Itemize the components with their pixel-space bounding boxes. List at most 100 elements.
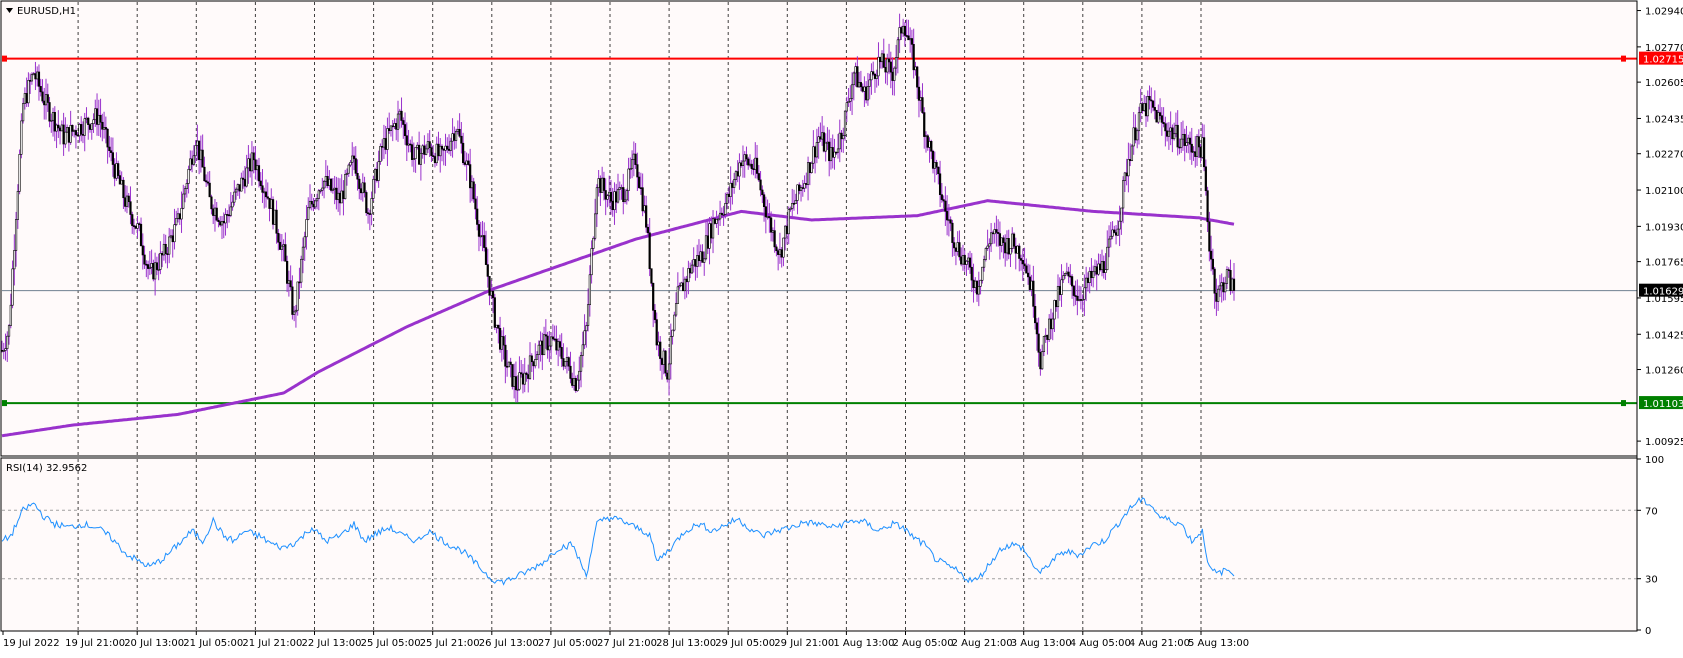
candle	[988, 238, 991, 260]
candle	[616, 173, 620, 204]
candle	[122, 177, 125, 209]
candle	[849, 85, 852, 111]
candle-body-up	[578, 370, 581, 381]
candle	[560, 333, 563, 368]
candle	[412, 142, 415, 173]
candle-body-down	[498, 327, 502, 350]
candle-body-up	[136, 223, 139, 229]
candle-body-up	[1109, 235, 1112, 240]
candle	[794, 193, 797, 204]
candle	[558, 334, 562, 357]
candle	[1137, 106, 1141, 145]
candle	[916, 65, 919, 100]
candle-body-up	[836, 148, 840, 153]
candle-body-up	[1083, 287, 1086, 300]
time-axis[interactable]: 19 Jul 2022 19 Jul 21:00 20 Jul 13:00 21 Ju…	[2, 631, 1249, 649]
candle-body-down	[474, 198, 477, 210]
candle	[1062, 271, 1065, 283]
candle	[659, 336, 662, 371]
candle-body-down	[879, 56, 882, 63]
candle-body-down	[1007, 238, 1010, 255]
candle-body-down	[942, 199, 945, 202]
candle-body-down	[764, 206, 767, 218]
candle	[1160, 107, 1163, 136]
candle-body-down	[694, 259, 697, 267]
candle-body-up	[303, 236, 306, 248]
candle	[690, 260, 694, 275]
candle	[1153, 90, 1156, 120]
candle-body-down	[1023, 263, 1026, 267]
candle-body-down	[808, 162, 811, 173]
candle	[894, 44, 898, 76]
candle-body-down	[291, 286, 294, 315]
candle-body-down	[648, 232, 651, 269]
rsi-panel[interactable]	[0, 457, 1638, 632]
candle	[1076, 279, 1079, 316]
candle	[625, 188, 628, 205]
candle	[139, 217, 143, 247]
candle-body-down	[58, 127, 62, 132]
candle	[990, 223, 993, 253]
candle	[750, 159, 753, 175]
candle	[870, 63, 873, 95]
candle	[18, 149, 21, 195]
candle-body-up	[11, 268, 14, 306]
candle-body-down	[650, 268, 653, 284]
candle	[803, 175, 806, 193]
resistance-handle-right[interactable]	[1621, 55, 1626, 62]
candle	[953, 237, 956, 256]
support-handle[interactable]	[2, 400, 7, 407]
candle-body-up	[539, 340, 542, 346]
rsi-axis[interactable]: 100 70 30 0	[1637, 455, 1664, 637]
candle	[1113, 225, 1116, 234]
candle-body-up	[439, 145, 442, 157]
candle	[824, 133, 827, 162]
candle-body-up	[585, 325, 588, 332]
candle	[4, 333, 7, 361]
candlestick-layer	[0, 13, 1236, 403]
candle-body-up	[308, 200, 312, 208]
candle-body-up	[322, 180, 326, 189]
candle	[942, 195, 945, 209]
candle-body-down	[215, 207, 218, 221]
candle-body-down	[660, 358, 664, 365]
candle-body-down	[354, 158, 357, 174]
time-tick-label: 27 Jul 21:00	[597, 638, 657, 649]
candle-body-up	[1167, 130, 1170, 137]
candle	[146, 260, 150, 280]
candle-body-down	[432, 155, 435, 157]
candle-body-down	[1197, 136, 1200, 148]
candle	[271, 196, 275, 230]
candle	[546, 331, 549, 359]
support-handle-right[interactable]	[1621, 400, 1626, 407]
candle-body-up	[1016, 245, 1019, 254]
candle	[717, 214, 720, 235]
candle	[183, 186, 187, 203]
price-axis[interactable]: 1.02940 1.02770 1.02605 1.02435 1.02270 1.021…	[1636, 1, 1683, 631]
candle-body-down	[872, 71, 875, 75]
candle-body-up	[162, 243, 166, 256]
candle-body-up	[849, 98, 852, 102]
candle-body-down	[998, 233, 1002, 246]
main-chart-panel[interactable]	[0, 0, 1638, 457]
rsi-tick-label: 100	[1645, 455, 1664, 466]
candle-body-up	[842, 135, 845, 140]
candle	[535, 351, 539, 360]
resistance-handle[interactable]	[2, 55, 7, 62]
candle-body-up	[296, 281, 299, 311]
candle-body-down	[541, 340, 544, 356]
candle-body-up	[337, 192, 340, 200]
candle-body-down	[155, 262, 158, 270]
candle-body-down	[682, 282, 685, 292]
candle-body-down	[759, 179, 762, 191]
candle-body-down	[701, 251, 704, 263]
candle-body-down	[127, 195, 130, 202]
candle	[74, 125, 78, 149]
triangle-down-icon[interactable]	[6, 8, 13, 13]
candle	[261, 169, 264, 203]
candle-body-down	[731, 182, 734, 188]
candle-body-down	[859, 82, 862, 88]
candle-body-up	[435, 143, 438, 164]
